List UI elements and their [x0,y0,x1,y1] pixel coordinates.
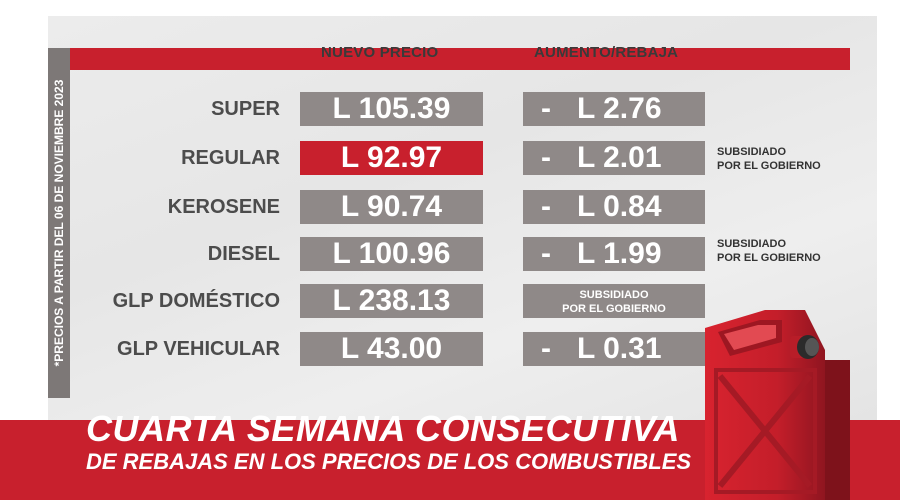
change-super: - L 2.76 [523,92,705,126]
header-new-price: NUEVO PRECIO [321,44,439,61]
fuel-label-diesel: DIESEL [207,243,280,265]
header-bar [48,48,850,70]
subsidy-note-regular: SUBSIDIADO POR EL GOBIERNO [717,145,821,173]
change-amount: L 1.99 [577,237,662,270]
subsidy-note-line2: POR EL GOBIERNO [717,252,821,264]
price-super: L 105.39 [300,92,483,126]
subsidy-note-line2: POR EL GOBIERNO [717,160,821,172]
subheadline: DE REBAJAS EN LOS PRECIOS DE LOS COMBUST… [86,449,692,474]
change-amount: L 2.76 [577,92,662,125]
header-increase-decrease: AUMENTO/REBAJA [534,44,679,61]
subsidy-note-line1: SUBSIDIADO [717,146,787,158]
price-glp-domestico: L 238.13 [300,284,483,318]
subsidy-note-line1: SUBSIDIADO [717,238,787,250]
change-amount: L 0.31 [577,332,662,365]
price-kerosene: L 90.74 [300,190,483,224]
fuel-can-icon [705,310,850,500]
change-amount: L 2.01 [577,141,662,174]
effective-date-note: *PRECIOS A PARTIR DEL 06 DE NOVIEMBRE 20… [52,79,66,367]
date-side-strip [48,48,70,398]
price-regular: L 92.97 [300,141,483,175]
price-glp-vehicular: L 43.00 [300,332,483,366]
change-glp-domestico-subsidy: SUBSIDIADO POR EL GOBIERNO [523,284,705,318]
price-diesel: L 100.96 [300,237,483,271]
fuel-label-glp-domestico: GLP DOMÉSTICO [112,290,280,312]
minus-sign: - [541,237,551,270]
subsidy-note-line2: POR EL GOBIERNO [562,303,666,315]
minus-sign: - [541,92,551,125]
fuel-label-super: SUPER [211,98,280,120]
fuel-label-glp-vehicular: GLP VEHICULAR [117,338,280,360]
minus-sign: - [541,190,551,223]
fuel-label-regular: REGULAR [181,147,280,169]
change-kerosene: - L 0.84 [523,190,705,224]
subsidy-note-line1: SUBSIDIADO [579,289,649,301]
change-diesel: - L 1.99 [523,237,705,271]
fuel-label-kerosene: KEROSENE [167,196,280,218]
change-regular: - L 2.01 [523,141,705,175]
subsidy-note-diesel: SUBSIDIADO POR EL GOBIERNO [717,237,821,265]
minus-sign: - [541,141,551,174]
minus-sign: - [541,332,551,365]
change-glp-vehicular: - L 0.31 [523,332,705,366]
headline: CUARTA SEMANA CONSECUTIVA [86,408,680,449]
change-amount: L 0.84 [577,190,662,223]
